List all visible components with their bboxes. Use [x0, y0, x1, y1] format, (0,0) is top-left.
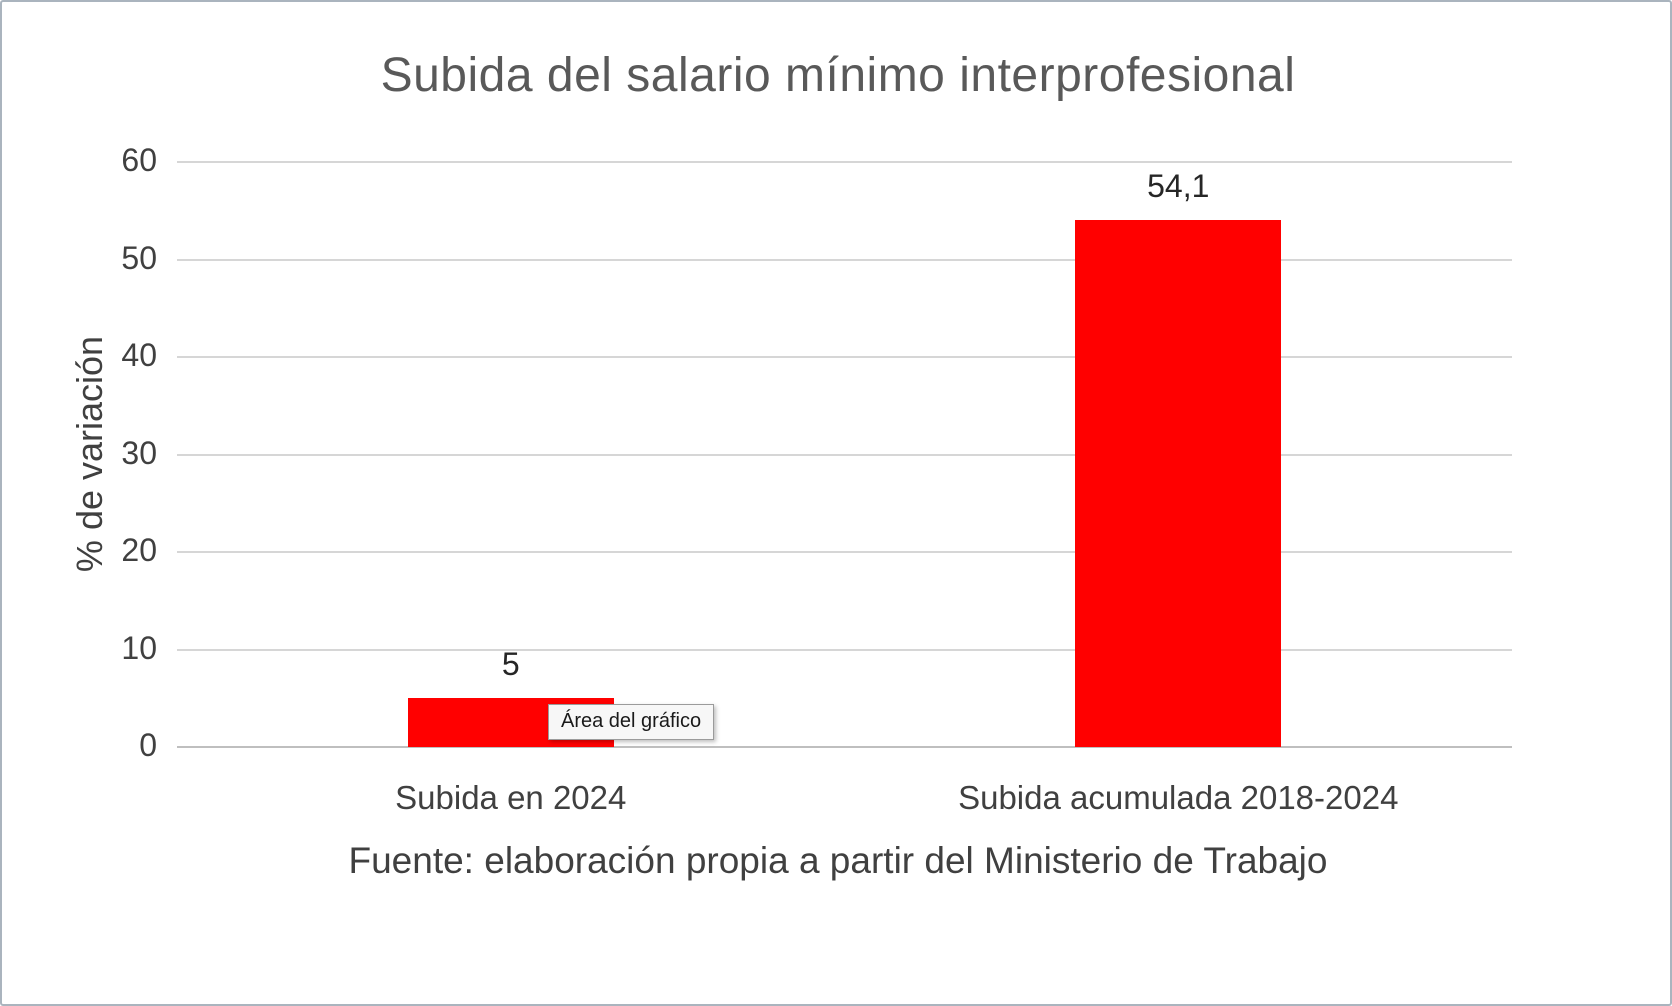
y-tick-label: 0	[139, 727, 157, 763]
chart-area-tooltip: Área del gráfico	[548, 704, 715, 740]
x-category-label: Subida en 2024	[395, 779, 627, 816]
y-tick-label: 30	[121, 434, 157, 471]
gridline	[177, 551, 1512, 553]
gridline	[177, 453, 1512, 456]
gridline	[177, 356, 1512, 358]
x-category-label: Subida acumulada 2018-2024	[958, 779, 1399, 816]
y-tick-label: 10	[121, 629, 157, 666]
gridline	[177, 648, 1512, 651]
y-tick-label: 50	[121, 239, 157, 276]
chart-title: Subida del salario mínimo interprofesion…	[380, 49, 1296, 102]
y-tick-label: 40	[121, 337, 157, 373]
bar[interactable]	[1075, 219, 1282, 747]
source-caption: Fuente: elaboración propia a partir del …	[348, 840, 1328, 881]
gridline	[177, 161, 1512, 163]
x-axis-line	[177, 746, 1512, 748]
bar-value-label: 5	[501, 646, 520, 683]
gridline	[177, 258, 1512, 261]
y-tick-label: 60	[121, 142, 157, 178]
bar-value-label: 54,1	[1147, 167, 1210, 204]
y-tick-label: 20	[121, 532, 157, 568]
